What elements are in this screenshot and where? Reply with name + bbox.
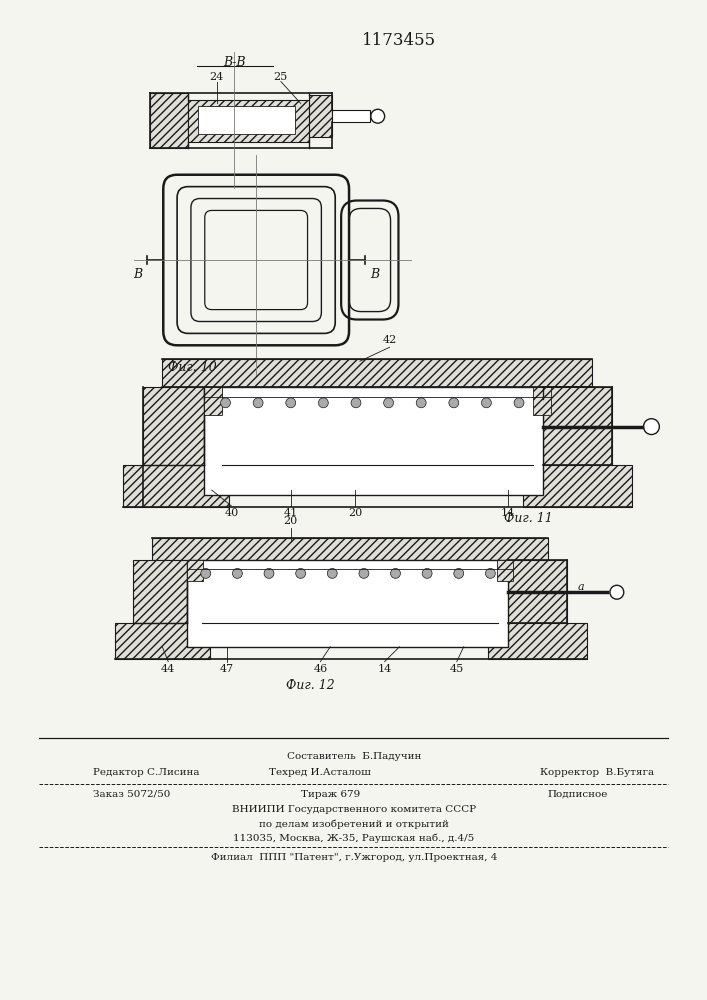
Bar — [332, 110, 370, 122]
Bar — [523, 465, 631, 507]
Circle shape — [610, 585, 624, 599]
Bar — [508, 560, 568, 639]
Bar — [163, 359, 592, 387]
Bar — [123, 465, 230, 507]
Bar — [151, 93, 188, 148]
Text: 24: 24 — [209, 72, 223, 82]
Circle shape — [233, 568, 243, 578]
Circle shape — [253, 398, 263, 408]
Text: 45: 45 — [450, 664, 464, 674]
Circle shape — [486, 568, 496, 578]
Bar — [133, 560, 187, 639]
Circle shape — [454, 568, 464, 578]
Bar — [198, 106, 295, 134]
Text: Фиг. 12: Фиг. 12 — [286, 679, 335, 692]
Bar — [489, 623, 588, 659]
Bar — [543, 387, 612, 486]
Text: Заказ 5072/50: Заказ 5072/50 — [93, 790, 170, 799]
Text: Подписное: Подписное — [547, 790, 607, 799]
Text: 20: 20 — [284, 516, 298, 526]
Bar — [143, 387, 204, 486]
Text: 47: 47 — [219, 664, 233, 674]
Text: по делам изобретений и открытий: по делам изобретений и открытий — [259, 819, 449, 829]
Bar — [153, 538, 548, 560]
Bar — [204, 387, 543, 495]
Text: Филиал  ППП "Патент", г.Ужгород, ул.Проектная, 4: Филиал ППП "Патент", г.Ужгород, ул.Проек… — [211, 853, 497, 862]
Text: Тираж 679: Тираж 679 — [300, 790, 360, 799]
Circle shape — [286, 398, 296, 408]
Circle shape — [201, 568, 211, 578]
Circle shape — [264, 568, 274, 578]
Text: В-В: В-В — [223, 56, 245, 69]
Text: Составитель  Б.Падучин: Составитель Б.Падучин — [287, 752, 421, 761]
Text: 46: 46 — [313, 664, 327, 674]
Bar — [187, 560, 203, 581]
Circle shape — [514, 398, 524, 408]
Text: 113035, Москва, Ж-35, Раушская наб., д.4/5: 113035, Москва, Ж-35, Раушская наб., д.4… — [233, 833, 474, 843]
Circle shape — [481, 398, 491, 408]
Text: 14: 14 — [501, 508, 515, 518]
Bar — [188, 100, 308, 142]
Bar — [497, 560, 513, 581]
Circle shape — [296, 568, 305, 578]
Text: Корректор  В.Бутяга: Корректор В.Бутяга — [540, 768, 654, 777]
Circle shape — [384, 398, 394, 408]
Bar — [204, 387, 221, 415]
Circle shape — [643, 419, 660, 435]
Bar — [308, 95, 332, 137]
Text: 25: 25 — [274, 72, 288, 82]
Circle shape — [359, 568, 369, 578]
Text: 20: 20 — [348, 508, 362, 518]
Text: 1173455: 1173455 — [363, 32, 436, 49]
Text: ВНИИПИ Государственного комитета СССР: ВНИИПИ Государственного комитета СССР — [232, 805, 476, 814]
Text: 14: 14 — [378, 664, 392, 674]
Text: 40: 40 — [224, 508, 238, 518]
Text: 44: 44 — [161, 664, 175, 674]
Text: 42: 42 — [382, 335, 397, 345]
Circle shape — [318, 398, 328, 408]
Circle shape — [449, 398, 459, 408]
Text: В: В — [370, 268, 380, 281]
Text: a: a — [578, 582, 584, 592]
Bar — [533, 387, 551, 415]
Text: 41: 41 — [284, 508, 298, 518]
Circle shape — [416, 398, 426, 408]
Circle shape — [221, 398, 230, 408]
Circle shape — [351, 398, 361, 408]
Text: В: В — [133, 268, 142, 281]
Circle shape — [327, 568, 337, 578]
Bar — [187, 560, 508, 647]
Circle shape — [370, 109, 385, 123]
Text: Фиг. 11: Фиг. 11 — [503, 512, 552, 525]
Text: Редактор С.Лисина: Редактор С.Лисина — [93, 768, 199, 777]
Circle shape — [422, 568, 432, 578]
Circle shape — [390, 568, 400, 578]
Text: Техред И.Асталош: Техред И.Асталош — [269, 768, 371, 777]
Text: Фиг. 10: Фиг. 10 — [168, 361, 216, 374]
Bar — [115, 623, 210, 659]
